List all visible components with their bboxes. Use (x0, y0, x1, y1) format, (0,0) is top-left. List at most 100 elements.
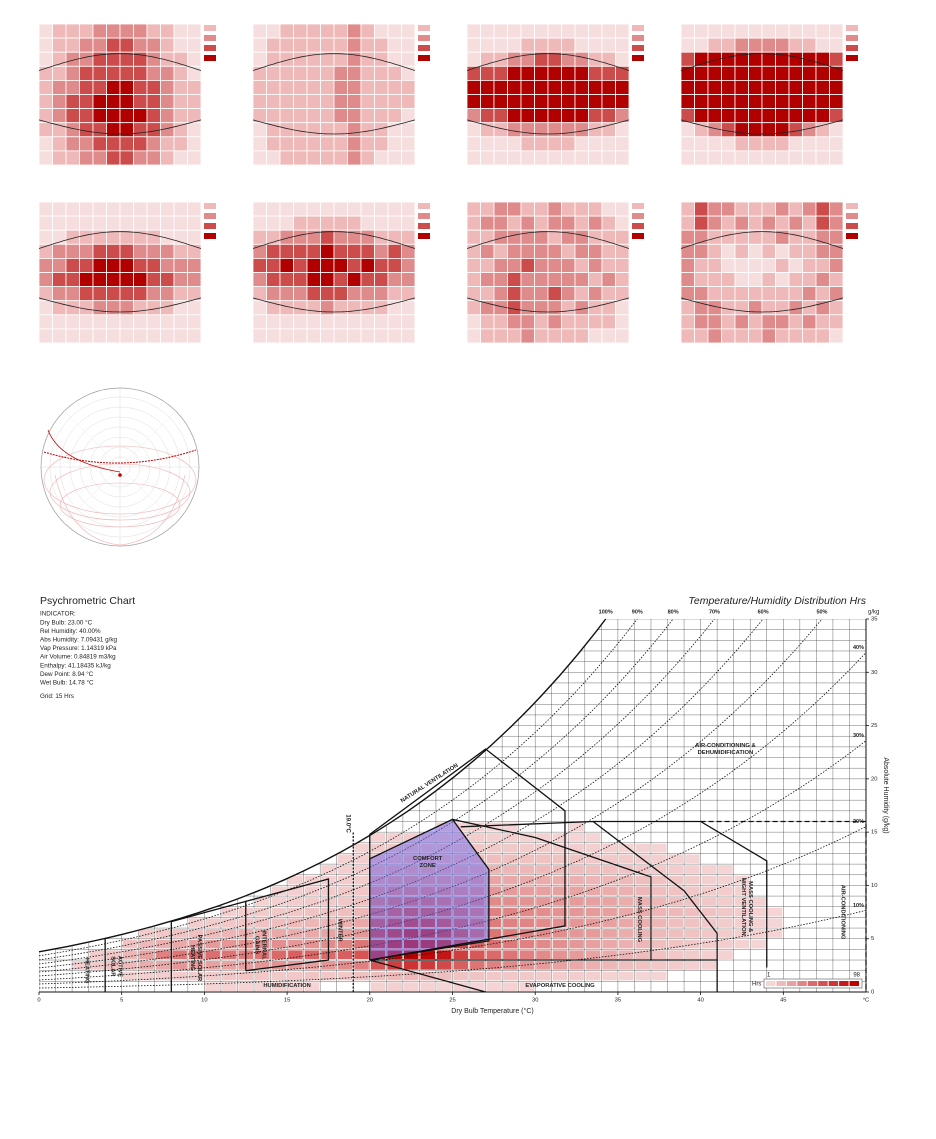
heatmap-cell (788, 23, 803, 39)
heatmap-cell (306, 150, 321, 166)
heatmap-cell (601, 272, 616, 288)
heatmap-cell (748, 65, 763, 81)
rh-label: 100% (599, 609, 613, 615)
heatmap-cell (721, 65, 736, 81)
heatmap-cell (293, 108, 308, 124)
zone-outline (170, 900, 246, 992)
heatmap-cell (387, 286, 402, 302)
heatmap-cell (266, 257, 281, 273)
heatmap-cell (547, 150, 562, 166)
heatmap-cell (561, 80, 576, 95)
hour-cell (436, 950, 452, 960)
heatmap-cell (333, 80, 348, 95)
heatmap-cell (306, 314, 321, 330)
heatmap-cell (788, 257, 803, 273)
hour-cell (519, 843, 535, 853)
heatmap-cell (306, 272, 321, 288)
heatmap-cell (788, 243, 803, 259)
heatmap-cell (293, 136, 308, 152)
legend-swatch (632, 203, 644, 209)
hour-cell (585, 865, 601, 874)
heatmap-cell (347, 286, 362, 302)
cells (73, 822, 783, 991)
heatmap-cell (92, 23, 107, 39)
heatmap-cell (507, 51, 522, 67)
heatmap-cell (279, 150, 294, 166)
heatmap-cell (802, 314, 817, 330)
heatmap-cell (293, 272, 308, 288)
heatmap-cell (534, 328, 549, 344)
y-tick-label: 25 (871, 723, 877, 729)
heatmap-cell (520, 65, 535, 81)
heatmap-cell (133, 65, 148, 81)
heatmap-cell (360, 51, 375, 67)
heatmap-cell (146, 229, 161, 245)
hour-cell (618, 961, 634, 970)
heatmap-cell (466, 300, 481, 316)
heatmap-cell (133, 272, 148, 288)
heatmap-cell (507, 150, 522, 166)
heatmap-cell (106, 257, 121, 273)
heatmap-cell (601, 37, 616, 53)
heatmap-cell (252, 122, 267, 138)
heatmap-cell (146, 272, 161, 288)
hour-cell (172, 971, 187, 981)
heatmap-cell (333, 94, 348, 110)
heatmap-cell (266, 80, 281, 95)
heatmap-cell (561, 300, 576, 316)
hour-cell (503, 971, 518, 981)
zone-outline (369, 748, 566, 961)
sun-path-current (47, 429, 121, 473)
hour-cell (255, 961, 270, 970)
hour-cell (685, 865, 700, 874)
heatmap-cell (347, 122, 362, 138)
hour-cell (701, 929, 717, 938)
heatmap-cell (279, 94, 294, 110)
heatmap-cell (160, 136, 175, 152)
heatmap-cell (748, 37, 763, 53)
hour-cell (122, 961, 138, 970)
heatmap-curve (680, 297, 844, 313)
heatmap-cell (707, 314, 722, 330)
hour-cell (288, 918, 303, 928)
heatmap-cell (374, 328, 389, 344)
heatmap-cell (146, 136, 161, 152)
heatmap-cell (173, 272, 188, 288)
hour-cell (271, 950, 287, 960)
heatmap-cell (119, 300, 134, 316)
heatmap-cell (588, 215, 603, 231)
heatmap-cell (146, 37, 161, 53)
indicator-line: Air Volume: 0.84819 m3/kg (40, 654, 116, 661)
heatmap-cell (160, 94, 175, 110)
heatmap-cell (119, 94, 134, 110)
heatmap-cell (374, 314, 389, 330)
heatmap-curve (38, 231, 202, 249)
zone-label: HEATING (83, 958, 89, 984)
heatmap-cell (534, 94, 549, 110)
heatmap-cell (52, 80, 67, 95)
hour-cell (685, 918, 700, 928)
hour-cell (569, 875, 584, 885)
heatmap-cell (119, 65, 134, 81)
heatmap-cell (734, 314, 749, 330)
heatmap-cell (761, 94, 776, 110)
heatmap-cell (721, 108, 736, 124)
heatmap-cell (306, 243, 321, 259)
hour-cell (635, 897, 650, 906)
heatmap-cell (829, 122, 844, 138)
heatmap-cell (52, 215, 67, 231)
heatmap-cell (815, 94, 830, 110)
heatmap-cell (146, 300, 161, 316)
hour-cell (718, 886, 733, 896)
hour-cell (569, 971, 584, 981)
heatmap-cell (788, 229, 803, 245)
heatmap-cell (52, 136, 67, 152)
heatmap-cell (493, 328, 508, 344)
hour-cell (106, 961, 121, 970)
heatmap-cell (534, 150, 549, 166)
heatmap-cell (534, 257, 549, 273)
heatmap-cell (133, 94, 148, 110)
heatmap-cell (761, 108, 776, 124)
heatmap-cell (160, 243, 175, 259)
heatmap-cell (721, 94, 736, 110)
